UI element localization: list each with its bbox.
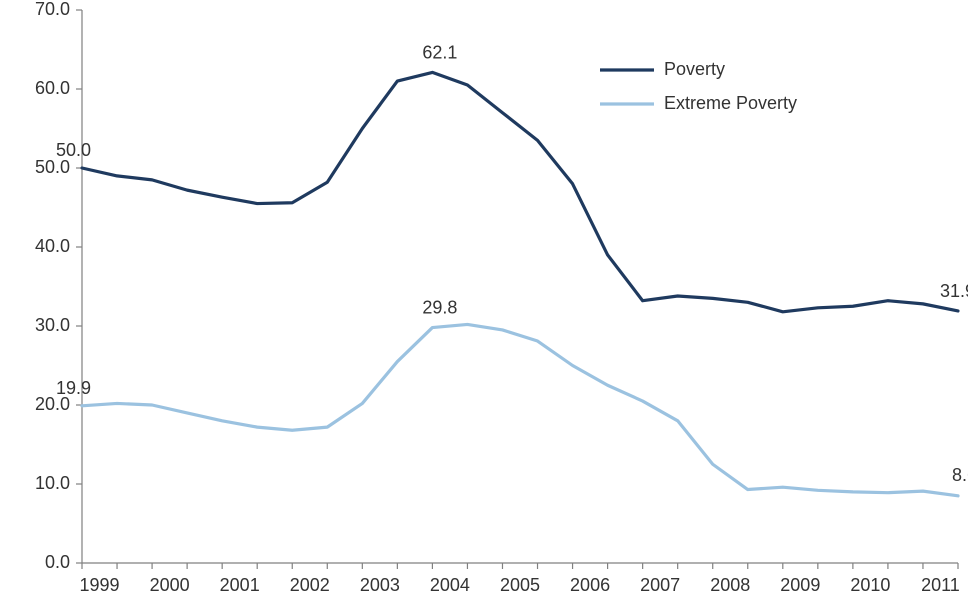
data-label: 29.8	[422, 298, 457, 318]
x-tick-label: 2007	[640, 575, 680, 595]
x-tick-label: 2011	[921, 575, 960, 595]
x-tick-label: 2008	[710, 575, 750, 595]
legend-label: Poverty	[664, 59, 725, 79]
x-tick-label: 2000	[150, 575, 190, 595]
chart-background	[0, 0, 968, 609]
y-tick-label: 10.0	[35, 473, 70, 493]
y-tick-label: 30.0	[35, 315, 70, 335]
x-tick-label: 2001	[220, 575, 260, 595]
x-tick-label: 2010	[850, 575, 890, 595]
y-tick-label: 70.0	[35, 0, 70, 19]
x-tick-label: 2003	[360, 575, 400, 595]
data-label: 8.6	[952, 465, 968, 485]
y-tick-label: 60.0	[35, 78, 70, 98]
data-label: 50.0	[56, 140, 91, 160]
line-chart: 0.010.020.030.040.050.060.070.0199920002…	[0, 0, 968, 609]
x-tick-label: 1999	[79, 575, 119, 595]
y-tick-label: 0.0	[45, 552, 70, 572]
x-tick-label: 2009	[780, 575, 820, 595]
legend-label: Extreme Poverty	[664, 93, 797, 113]
data-label: 31.9	[940, 281, 968, 301]
data-label: 19.9	[56, 378, 91, 398]
x-tick-label: 2005	[500, 575, 540, 595]
y-tick-label: 40.0	[35, 236, 70, 256]
data-label: 62.1	[422, 42, 457, 62]
x-tick-label: 2002	[290, 575, 330, 595]
chart-svg: 0.010.020.030.040.050.060.070.0199920002…	[0, 0, 968, 609]
x-tick-label: 2006	[570, 575, 610, 595]
x-tick-label: 2004	[430, 575, 470, 595]
